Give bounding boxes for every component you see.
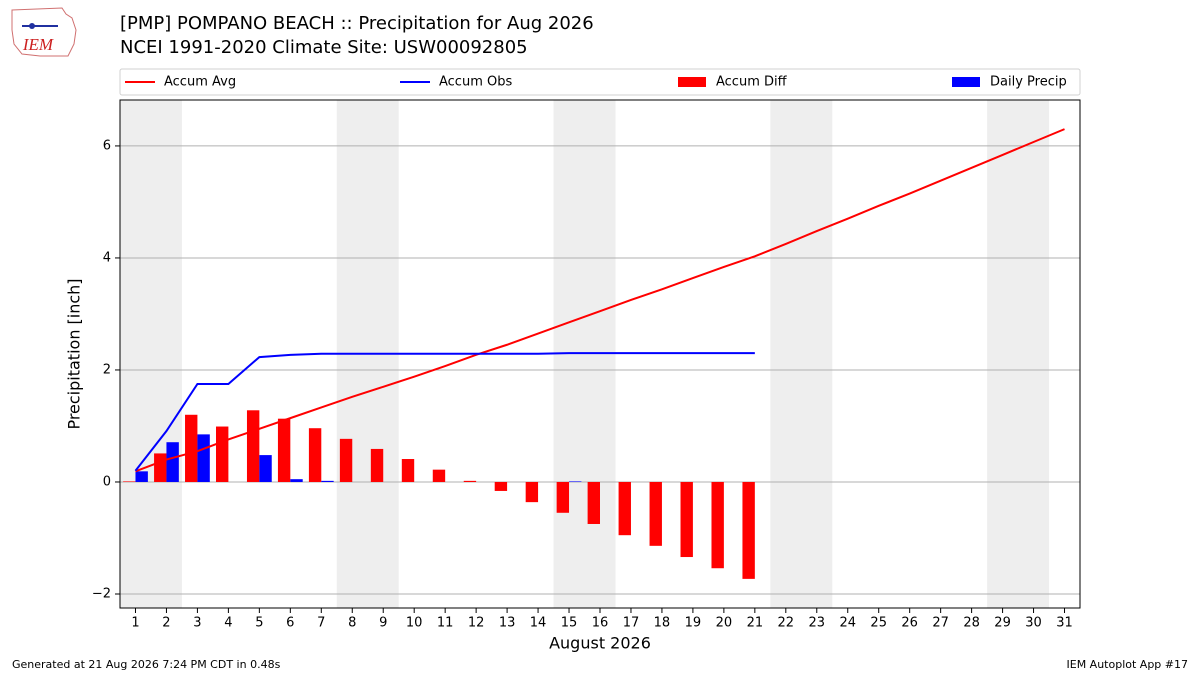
bar	[277, 418, 291, 482]
weekend-shade	[987, 100, 1050, 608]
x-axis-label: August 2026	[549, 634, 651, 653]
x-tick-label: 5	[255, 616, 263, 631]
bar	[618, 481, 631, 536]
legend-label: Accum Obs	[439, 75, 512, 90]
x-tick-label: 6	[286, 616, 294, 631]
bar	[185, 414, 198, 482]
y-tick-label: −2	[92, 586, 111, 601]
weekend-shade	[770, 100, 833, 608]
legend-swatch	[678, 77, 706, 87]
logo-dot	[29, 23, 35, 29]
legend-swatch	[952, 77, 980, 87]
x-tick-label: 2	[162, 616, 170, 631]
y-tick-label: 6	[103, 138, 111, 153]
bar	[494, 481, 508, 491]
x-tick-label: 4	[224, 616, 232, 631]
legend-label: Accum Avg	[164, 75, 236, 90]
x-tick-label: 21	[747, 616, 764, 631]
x-tick-label: 7	[317, 616, 325, 631]
legend-label: Daily Precip	[990, 75, 1067, 90]
bar	[308, 428, 322, 482]
bar	[166, 442, 179, 482]
x-tick-label: 28	[963, 616, 980, 631]
line	[134, 352, 755, 472]
bar	[246, 410, 260, 482]
bar	[525, 481, 539, 503]
x-tick-label: 14	[530, 616, 547, 631]
bar	[216, 426, 229, 482]
bar	[401, 459, 415, 482]
x-tick-label: 16	[592, 616, 609, 631]
x-tick-label: 9	[379, 616, 387, 631]
x-tick-label: 15	[561, 616, 578, 631]
chart-title: [PMP] POMPANO BEACH :: Precipitation for…	[120, 13, 594, 34]
x-tick-label: 22	[778, 616, 795, 631]
x-tick-label: 23	[809, 616, 826, 631]
bar	[587, 481, 600, 524]
x-tick-label: 30	[1025, 616, 1042, 631]
logo: IEM	[11, 7, 77, 57]
x-tick-label: 29	[994, 616, 1011, 631]
chart-subtitle: NCEI 1991-2020 Climate Site: USW00092805	[120, 37, 528, 58]
bar	[649, 481, 662, 546]
bar	[370, 448, 384, 482]
x-tick-label: 8	[348, 616, 356, 631]
x-tick-label: 3	[193, 616, 201, 631]
weekend-shade	[120, 100, 182, 608]
y-tick-label: 0	[103, 474, 111, 489]
y-axis-label: Precipitation [inch]	[65, 278, 84, 429]
bar	[259, 455, 272, 482]
bar	[197, 434, 210, 482]
x-tick-label: 20	[716, 616, 733, 631]
logo-text: IEM	[22, 35, 54, 54]
x-tick-label: 31	[1056, 616, 1073, 631]
footer-right: IEM Autoplot App #17	[1067, 658, 1189, 671]
x-tick-label: 10	[406, 616, 423, 631]
bar	[339, 438, 353, 482]
y-tick-label: 2	[103, 362, 111, 377]
footer-left: Generated at 21 Aug 2026 7:24 PM CDT in …	[12, 658, 281, 671]
x-tick-label: 17	[623, 616, 640, 631]
bar	[432, 469, 446, 482]
bar	[711, 481, 724, 569]
legend-label: Accum Diff	[716, 75, 788, 90]
x-tick-label: 26	[901, 616, 918, 631]
bar	[135, 471, 148, 482]
bar	[556, 481, 570, 513]
x-tick-label: 11	[437, 616, 454, 631]
x-tick-label: 25	[870, 616, 887, 631]
bar	[742, 481, 755, 579]
bar	[290, 479, 303, 482]
legend-box	[119, 68, 1081, 96]
x-tick-label: 13	[499, 616, 516, 631]
x-tick-label: 27	[932, 616, 949, 631]
line	[135, 128, 1065, 473]
bar	[569, 481, 582, 482]
y-tick-label: 4	[103, 250, 111, 265]
x-tick-label: 1	[131, 616, 139, 631]
x-tick-label: 18	[654, 616, 671, 631]
x-tick-label: 24	[839, 616, 856, 631]
logo-outline	[11, 7, 77, 57]
bar	[321, 480, 334, 482]
bar	[123, 481, 136, 482]
bar	[463, 480, 477, 482]
plot-frame	[119, 99, 1081, 609]
bar	[680, 481, 693, 558]
x-tick-label: 19	[685, 616, 702, 631]
x-tick-label: 12	[468, 616, 485, 631]
bar	[154, 453, 167, 482]
